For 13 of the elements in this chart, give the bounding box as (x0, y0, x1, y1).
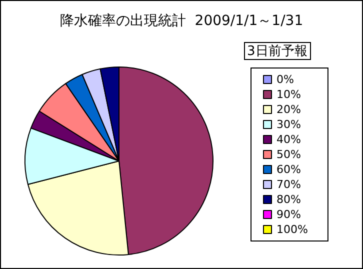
legend-label: 20% (276, 103, 301, 116)
legend-label: 100% (276, 223, 308, 236)
legend-label: 40% (276, 133, 301, 146)
legend-label: 10% (276, 88, 301, 101)
legend-label: 80% (276, 193, 301, 206)
legend-label: 0% (276, 73, 294, 86)
chart-title: 降水確率の出現統計 2009/1/1～1/31 (60, 13, 304, 29)
legend-title: 3日前予報 (247, 44, 308, 59)
legend-label: 90% (276, 208, 301, 221)
legend-label: 70% (276, 178, 301, 191)
legend-label: 30% (276, 118, 301, 131)
legend-label: 50% (276, 148, 301, 161)
legend-label: 60% (276, 163, 301, 176)
